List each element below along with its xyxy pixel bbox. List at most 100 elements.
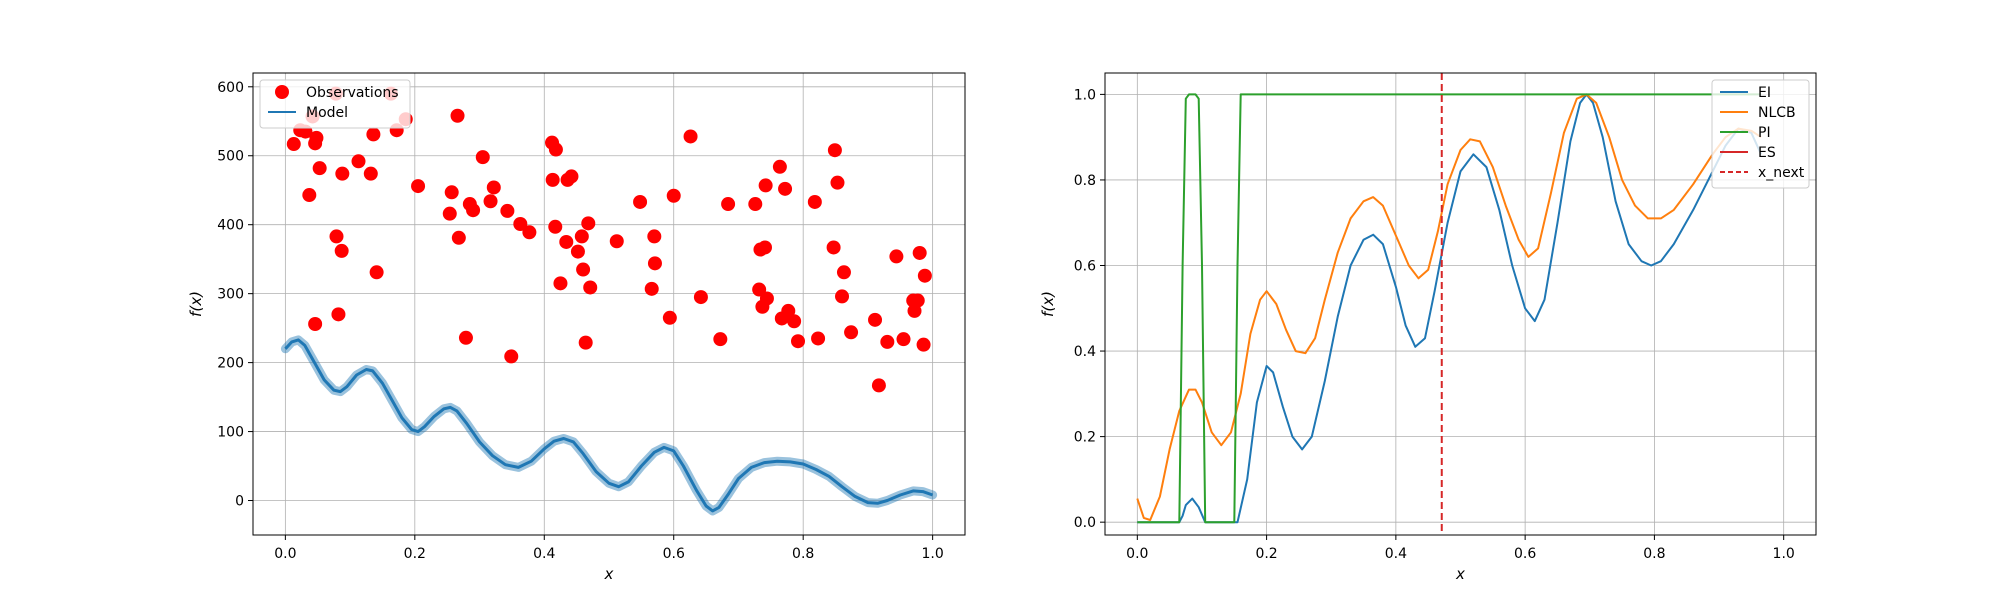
observation-point bbox=[444, 185, 459, 200]
observation-point bbox=[486, 180, 501, 195]
observation-point bbox=[880, 334, 895, 349]
observation-point bbox=[581, 216, 596, 231]
y-tick-label: 100 bbox=[217, 425, 244, 441]
observation-point bbox=[917, 268, 932, 283]
observation-point bbox=[548, 219, 563, 234]
observation-point bbox=[683, 129, 698, 144]
observation-point bbox=[644, 281, 659, 296]
observation-point bbox=[458, 330, 473, 345]
y-tick-label: 400 bbox=[217, 218, 244, 234]
observation-point bbox=[312, 161, 327, 176]
observation-point bbox=[889, 249, 904, 264]
x-tick-label: 1.0 bbox=[922, 546, 944, 562]
observation-point bbox=[748, 197, 763, 212]
observation-point bbox=[366, 127, 381, 142]
y-tick-label: 0.2 bbox=[1074, 430, 1096, 446]
x-tick-label: 0.8 bbox=[1643, 546, 1665, 562]
observation-point bbox=[451, 230, 466, 245]
observation-point bbox=[791, 334, 806, 349]
observation-point bbox=[545, 172, 560, 187]
observation-point bbox=[363, 166, 378, 181]
observation-point bbox=[522, 225, 537, 240]
observation-point bbox=[302, 188, 317, 203]
observation-point bbox=[335, 166, 350, 181]
model-band bbox=[280, 335, 938, 516]
observation-point bbox=[811, 331, 826, 346]
observation-point bbox=[647, 229, 662, 244]
x-tick-label: 1.0 bbox=[1773, 546, 1795, 562]
observation-point bbox=[411, 179, 426, 194]
plot-area bbox=[1136, 73, 1763, 535]
y-tick-label: 500 bbox=[217, 149, 244, 165]
observation-point bbox=[500, 203, 515, 218]
x-tick-label: 0.6 bbox=[663, 546, 685, 562]
observation-point bbox=[827, 143, 842, 158]
legend-marker bbox=[275, 85, 289, 99]
observation-point bbox=[309, 130, 324, 145]
observation-point bbox=[647, 256, 662, 271]
y-tick-label: 600 bbox=[217, 80, 244, 96]
observation-point bbox=[666, 188, 681, 203]
observation-point bbox=[721, 197, 736, 212]
observation-point bbox=[844, 325, 859, 340]
observation-point bbox=[713, 332, 728, 347]
y-tick-label: 0.6 bbox=[1074, 259, 1096, 275]
legend-label: ES bbox=[1758, 145, 1776, 161]
observation-point bbox=[912, 245, 927, 260]
observation-point bbox=[772, 159, 787, 174]
observations-model-chart: 0.0 0.2 0.4 0.6 0.8 1.0 0 100 200 300 400 500 600 x f(… bbox=[187, 72, 966, 583]
y-tick-label: 0 bbox=[235, 494, 244, 510]
legend-label: PI bbox=[1758, 125, 1771, 141]
observation-point bbox=[759, 291, 774, 306]
x-tick-label: 0.4 bbox=[1385, 546, 1407, 562]
observation-point bbox=[466, 203, 481, 218]
observation-point bbox=[513, 217, 528, 232]
observation-point bbox=[778, 181, 793, 196]
observation-point bbox=[807, 194, 822, 209]
observation-point bbox=[483, 194, 498, 209]
y-tick-label: 300 bbox=[217, 287, 244, 303]
observation-point bbox=[553, 276, 568, 291]
observation-point bbox=[693, 290, 708, 305]
plot-area bbox=[280, 86, 938, 516]
observation-point bbox=[896, 332, 911, 347]
y-tick-label: 0.0 bbox=[1074, 515, 1096, 531]
legend-box bbox=[1711, 79, 1810, 189]
legend-label: x_next bbox=[1758, 165, 1805, 181]
observation-point bbox=[331, 307, 346, 322]
observation-point bbox=[351, 154, 366, 169]
legend-label: Model bbox=[306, 105, 348, 121]
observation-point bbox=[830, 175, 845, 190]
observation-point bbox=[559, 234, 574, 249]
x-tick-label: 0.0 bbox=[274, 546, 296, 562]
y-axis-label: f(x) bbox=[1039, 291, 1057, 317]
observation-point bbox=[662, 310, 677, 325]
observation-point bbox=[450, 108, 465, 123]
series-line-nlcb bbox=[1136, 93, 1762, 521]
observation-point bbox=[329, 229, 344, 244]
x-tick-label: 0.6 bbox=[1514, 546, 1536, 562]
y-tick-label: 0.4 bbox=[1074, 344, 1096, 360]
legend-label: EI bbox=[1758, 85, 1771, 101]
observation-point bbox=[910, 293, 925, 308]
x-tick-label: 0.2 bbox=[404, 546, 426, 562]
y-axis-label: f(x) bbox=[187, 291, 205, 317]
observation-point bbox=[308, 316, 323, 331]
y-tick-label: 0.8 bbox=[1074, 173, 1096, 189]
observation-point bbox=[576, 262, 591, 277]
observation-point bbox=[570, 244, 585, 259]
observation-point bbox=[442, 206, 457, 221]
y-tick-label: 1.0 bbox=[1074, 87, 1096, 103]
observation-point bbox=[826, 240, 841, 255]
observation-point bbox=[758, 178, 773, 193]
legend: Observations Model bbox=[259, 79, 411, 129]
observation-point bbox=[633, 194, 648, 209]
observation-point bbox=[835, 289, 850, 304]
series-line-pi bbox=[1137, 93, 1762, 524]
observation-point bbox=[609, 234, 624, 249]
x-tick-label: 0.0 bbox=[1126, 546, 1148, 562]
observation-point bbox=[286, 137, 301, 152]
x-axis-label: x bbox=[604, 565, 614, 583]
model-line bbox=[284, 338, 934, 513]
